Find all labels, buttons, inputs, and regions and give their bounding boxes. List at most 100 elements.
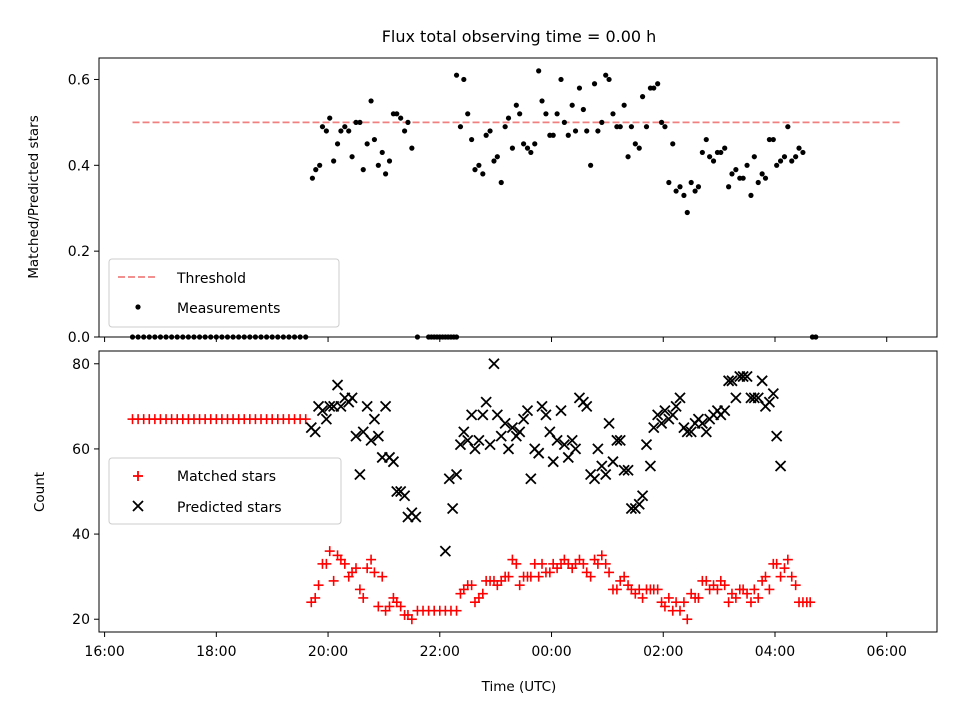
matched-star-point (678, 597, 689, 608)
matched-star-point (600, 558, 611, 569)
legend-measurements-swatch (135, 304, 141, 310)
matched-star-point (786, 571, 797, 582)
measurement-point (770, 136, 776, 143)
measurement-point (655, 81, 661, 87)
predicted-star-point (667, 409, 679, 421)
measurement-point (505, 115, 512, 121)
measurement-point (628, 124, 635, 130)
matched-star-point (350, 563, 361, 574)
x-tick-label: 00:00 (531, 644, 571, 660)
measurement-point (353, 119, 359, 125)
predicted-star-point (618, 464, 630, 476)
measurement-point (584, 128, 590, 134)
legend-matched-label: Matched stars (177, 469, 276, 485)
measurement-point (543, 111, 549, 117)
measurement-point (625, 154, 631, 160)
y-tick-label: 60 (72, 442, 90, 458)
measurement-point (405, 119, 411, 125)
predicted-star-point (514, 426, 526, 438)
y-tick-label: 0.6 (68, 72, 90, 88)
predicted-star-point (607, 456, 619, 468)
predicted-star-point (506, 421, 519, 434)
measurement-point (520, 141, 527, 147)
measurement-point (461, 76, 467, 83)
measurement-point (636, 145, 642, 151)
x-tick-label: 06:00 (867, 644, 907, 660)
predicted-star-point (600, 468, 612, 481)
measurement-point (595, 128, 601, 134)
predicted-star-point (488, 358, 500, 370)
matched-star-point (652, 584, 663, 595)
matched-star-point (321, 558, 332, 569)
predicted-star-point (439, 545, 452, 557)
measurement-point (338, 128, 344, 134)
measurement-point (677, 184, 683, 190)
measurement-point (539, 98, 545, 104)
predicted-star-point (655, 417, 668, 430)
predicted-star-point (536, 400, 548, 412)
measurement-point (565, 132, 571, 138)
measurement-point (744, 162, 750, 168)
measurement-point (371, 136, 378, 143)
top-panel: 0.0 0.2 0.4 0.6 Matched/Predicted stars Thr… (26, 57, 938, 346)
predicted-star-point (335, 400, 347, 412)
measurement-point (368, 98, 374, 104)
measurement-point (554, 111, 560, 117)
matched-star-point (730, 592, 741, 603)
predicted-star-point (771, 430, 783, 442)
predicted-star-point (648, 421, 660, 434)
measurement-point (729, 171, 735, 177)
measurement-point (718, 149, 724, 156)
predicted-star-point (320, 413, 333, 425)
measurement-point (469, 136, 475, 143)
measurement-point (762, 175, 769, 181)
measurement-point (513, 102, 519, 108)
measurement-point (643, 124, 650, 130)
measurement-point (394, 111, 400, 117)
predicted-star-point (443, 473, 455, 485)
matched-star-point (466, 580, 477, 591)
measurement-point (684, 209, 690, 216)
predicted-star-point (603, 417, 615, 430)
measurement-point (509, 145, 516, 151)
predicted-star-point (379, 400, 392, 412)
predicted-star-point (774, 460, 787, 472)
matched-star-point (373, 601, 384, 612)
measurement-point (364, 141, 370, 147)
matched-star-point (511, 558, 522, 569)
measurement-point (375, 162, 381, 168)
y-tick-label: 0.2 (68, 244, 90, 260)
matched-star-point (585, 571, 596, 582)
measurement-point (379, 149, 385, 156)
measurement-point (673, 188, 679, 194)
measurement-point (793, 154, 799, 160)
predicted-star-point (372, 430, 384, 442)
matched-star-point (324, 546, 335, 557)
matched-star-point (451, 605, 462, 616)
matched-star-point (723, 597, 734, 608)
measurement-point (777, 158, 784, 164)
measurement-point (524, 145, 531, 151)
measurement-point (759, 171, 765, 177)
matched-star-point (578, 558, 589, 569)
bottom-axes-frame (98, 350, 938, 633)
measurement-point (409, 145, 415, 151)
top-axes-frame (98, 57, 938, 338)
measurement-point (346, 128, 352, 134)
x-tick-label: 16:00 (84, 644, 124, 660)
measurement-point (349, 154, 355, 160)
x-tick-label: 22:00 (420, 644, 460, 660)
matched-star-point (339, 558, 350, 569)
predicted-star-point (458, 426, 470, 438)
measurement-point (561, 119, 567, 125)
matched-star-point (310, 592, 321, 603)
predicted-star-point (674, 392, 686, 404)
matched-star-point (675, 605, 686, 616)
measurement-point (681, 192, 687, 198)
legend-threshold-label: Threshold (176, 271, 246, 287)
top-ticks: 0.0 0.2 0.4 0.6 (68, 72, 888, 346)
measurement-point (357, 119, 363, 125)
predicted-star-point (767, 387, 779, 400)
matched-star-point (663, 592, 674, 603)
measurement-point (781, 154, 788, 160)
